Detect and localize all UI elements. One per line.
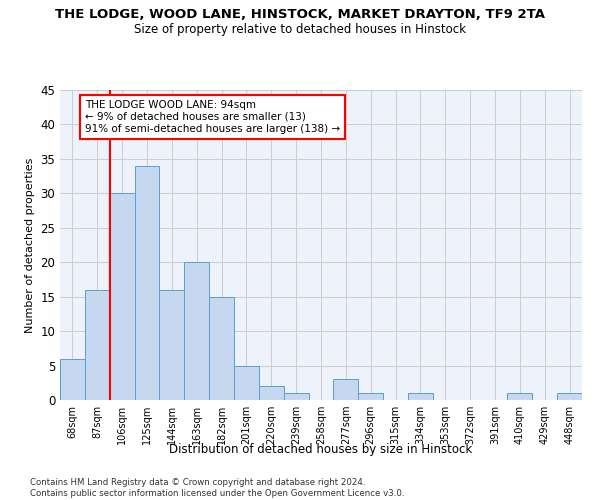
Bar	[408, 393, 433, 400]
Text: THE LODGE WOOD LANE: 94sqm
← 9% of detached houses are smaller (13)
91% of semi-: THE LODGE WOOD LANE: 94sqm ← 9% of detac…	[85, 100, 340, 134]
Y-axis label: Number of detached properties: Number of detached properties	[25, 158, 35, 332]
Text: Distribution of detached houses by size in Hinstock: Distribution of detached houses by size …	[169, 442, 473, 456]
Bar	[358, 393, 383, 400]
Bar	[110, 194, 134, 400]
Bar	[557, 393, 582, 400]
Text: Size of property relative to detached houses in Hinstock: Size of property relative to detached ho…	[134, 22, 466, 36]
Bar	[60, 358, 85, 400]
Bar	[334, 380, 358, 400]
Bar	[184, 262, 209, 400]
Bar	[284, 393, 308, 400]
Bar	[259, 386, 284, 400]
Text: Contains HM Land Registry data © Crown copyright and database right 2024.
Contai: Contains HM Land Registry data © Crown c…	[30, 478, 404, 498]
Bar	[160, 290, 184, 400]
Bar	[85, 290, 110, 400]
Bar	[134, 166, 160, 400]
Bar	[234, 366, 259, 400]
Bar	[209, 296, 234, 400]
Bar	[508, 393, 532, 400]
Text: THE LODGE, WOOD LANE, HINSTOCK, MARKET DRAYTON, TF9 2TA: THE LODGE, WOOD LANE, HINSTOCK, MARKET D…	[55, 8, 545, 20]
